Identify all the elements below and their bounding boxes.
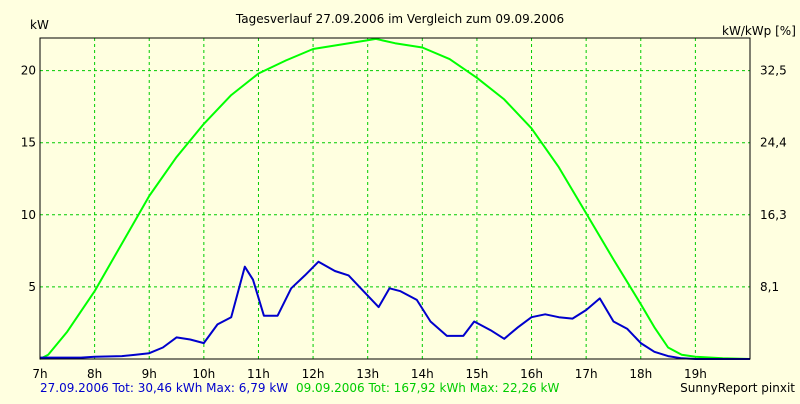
y-right-tick-label: 8,1 <box>760 280 779 294</box>
y-right-tick-label: 32,5 <box>760 64 787 78</box>
x-tick-label: 8h <box>87 367 102 381</box>
y-right-tick-label: 16,3 <box>760 208 787 222</box>
y-left-tick-label: 5 <box>28 280 36 294</box>
legend: 27.09.2006 Tot: 30,46 kWh Max: 6,79 kW 0… <box>40 381 560 395</box>
plot-frame <box>39 37 751 360</box>
y-axis-right-label: kW/kWp [%] <box>722 24 796 38</box>
series-layer <box>39 37 751 360</box>
x-tick-label: 17h <box>575 367 598 381</box>
x-tick-label: 13h <box>356 367 379 381</box>
x-tick-label: 19h <box>684 367 707 381</box>
x-tick-label: 11h <box>247 367 270 381</box>
chart-title: Tagesverlauf 27.09.2006 im Vergleich zum… <box>235 12 564 26</box>
y-axis-left-ticks: 5 10 15 20 <box>21 64 36 294</box>
x-tick-label: 18h <box>629 367 652 381</box>
x-tick-label: 15h <box>465 367 488 381</box>
x-axis-ticks: 7h 8h 9h 10h 11h 12h 13h 14h 15h 16h 17h 18h 19h <box>32 367 706 381</box>
grid <box>40 38 751 359</box>
y-left-tick-label: 10 <box>21 208 36 222</box>
series-line-2 <box>39 37 751 360</box>
y-left-tick-label: 15 <box>21 136 36 150</box>
x-tick-label: 14h <box>411 367 434 381</box>
y-right-tick-label: 24,4 <box>760 136 787 150</box>
legend-entry-1: 27.09.2006 Tot: 30,46 kWh Max: 6,79 kW <box>40 381 288 395</box>
footer-credit: SunnyReport pinxit <box>680 381 795 395</box>
series-line-1 <box>40 260 750 360</box>
x-tick-label: 9h <box>142 367 157 381</box>
x-tick-label: 7h <box>32 367 47 381</box>
x-tick-label: 16h <box>520 367 543 381</box>
x-tick-label: 12h <box>302 367 325 381</box>
y-left-tick-label: 20 <box>21 64 36 78</box>
y-axis-left-label: kW <box>30 18 49 32</box>
legend-entry-2: 09.09.2006 Tot: 167,92 kWh Max: 22,26 kW <box>296 381 560 395</box>
y-axis-right-ticks: 8,1 16,3 24,4 32,5 <box>760 64 787 294</box>
x-tick-label: 10h <box>192 367 215 381</box>
